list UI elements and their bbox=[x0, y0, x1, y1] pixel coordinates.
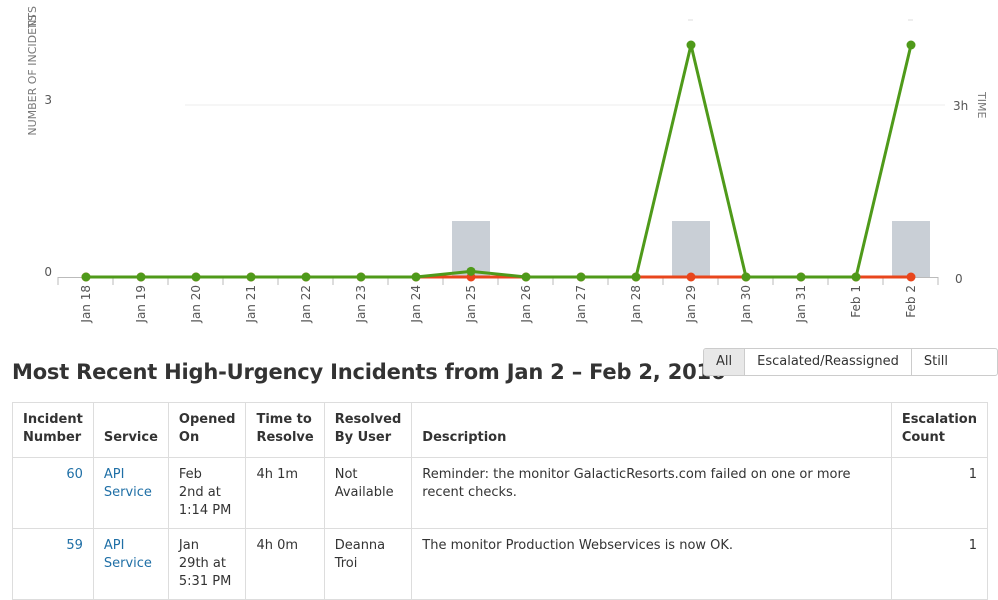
series-point bbox=[906, 40, 916, 50]
right-tick-label: 0 bbox=[955, 272, 963, 286]
series-point bbox=[686, 272, 696, 282]
ttr-cell: 4h 1m bbox=[245, 457, 325, 529]
series-point bbox=[301, 272, 311, 282]
x-tick-label: Jan 21 bbox=[244, 285, 258, 324]
description-cell: The monitor Production Webservices is no… bbox=[411, 528, 892, 600]
series-point bbox=[466, 266, 476, 276]
series-point bbox=[356, 272, 366, 282]
incidents-chart: Jan 18 Jan 19 Jan 20 Jan 21 Jan 22 Jan 23 Jan … bbox=[26, 6, 988, 324]
x-tick-label: Jan 30 bbox=[739, 285, 753, 324]
header-resolved-by[interactable]: Resolved By User bbox=[323, 402, 413, 458]
x-tick-label: Jan 24 bbox=[409, 285, 423, 324]
x-tick-label: Jan 20 bbox=[189, 285, 203, 324]
series-point bbox=[246, 272, 256, 282]
right-axis-label: TIME bbox=[975, 91, 988, 118]
series-point bbox=[521, 272, 531, 282]
incident-link[interactable]: 60 bbox=[66, 467, 83, 482]
service-link[interactable]: API Service bbox=[103, 467, 152, 500]
x-tick-label: Jan 28 bbox=[629, 285, 643, 324]
header-service[interactable]: Service bbox=[92, 402, 169, 458]
opened-cell: Feb 2nd at 1:14 PM bbox=[167, 457, 247, 529]
bar bbox=[672, 221, 710, 277]
x-tick-label: Jan 31 bbox=[794, 285, 808, 324]
table-row: 60 API Service Feb 2nd at 1:14 PM 4h 1m Not… bbox=[12, 457, 989, 529]
header-opened-on[interactable]: Opened On bbox=[167, 402, 247, 458]
incidents-table: Incident Number Service Opened On Time to R… bbox=[12, 402, 989, 600]
filter-segmented-control: All Escalated/Reassigned Still Open bbox=[703, 348, 998, 376]
ttr-cell: 4h 0m bbox=[245, 528, 325, 600]
series-point bbox=[191, 272, 201, 282]
filter-all-button[interactable]: All bbox=[704, 349, 745, 375]
x-tick-label: Jan 25 bbox=[464, 285, 478, 324]
header-description[interactable]: Description bbox=[411, 402, 892, 458]
series-point bbox=[631, 272, 641, 282]
x-tick-label: Feb 1 bbox=[849, 285, 863, 318]
escalation-cell: 1 bbox=[890, 528, 989, 600]
header-incident-number[interactable]: Incident Number bbox=[12, 402, 94, 458]
series-point bbox=[741, 272, 751, 282]
x-tick-label: Jan 29 bbox=[684, 285, 698, 324]
left-tick-label: 3 bbox=[44, 93, 52, 107]
service-cell[interactable]: API Service bbox=[92, 528, 169, 600]
table-header-row: Incident Number Service Opened On Time to R… bbox=[12, 402, 989, 458]
x-tick-label: Jan 19 bbox=[134, 285, 148, 324]
series-point bbox=[851, 272, 861, 282]
x-tick-label: Jan 23 bbox=[354, 285, 368, 324]
x-tick-label: Jan 22 bbox=[299, 285, 313, 324]
series-point bbox=[81, 272, 91, 282]
incident-link[interactable]: 59 bbox=[66, 538, 83, 553]
right-tick-label: 3h bbox=[953, 99, 968, 113]
service-link[interactable]: API Service bbox=[103, 538, 152, 571]
series-line bbox=[86, 43, 913, 279]
series-point bbox=[906, 272, 916, 282]
incident-number-cell[interactable]: 59 bbox=[12, 528, 94, 600]
x-tick-label: Jan 26 bbox=[519, 285, 533, 324]
page-title: Most Recent High-Urgency Incidents from … bbox=[12, 360, 726, 384]
header-escalation-count[interactable]: Escalation Count bbox=[890, 402, 989, 458]
left-tick-label: 0 bbox=[44, 265, 52, 279]
opened-cell: Jan 29th at 5:31 PM bbox=[167, 528, 247, 600]
axis-extra-label: TS bbox=[26, 14, 39, 29]
bar bbox=[892, 221, 930, 277]
series-point bbox=[411, 272, 421, 282]
filter-escalated-button[interactable]: Escalated/Reassigned bbox=[744, 349, 911, 375]
description-cell: Reminder: the monitor GalacticResorts.co… bbox=[411, 457, 892, 529]
x-tick-label: Jan 18 bbox=[79, 285, 93, 324]
x-tick-label: Feb 2 bbox=[904, 285, 918, 318]
header-time-to-resolve[interactable]: Time to Resolve bbox=[245, 402, 325, 458]
escalation-cell: 1 bbox=[890, 457, 989, 529]
table-row: 59 API Service Jan 29th at 5:31 PM 4h 0m De… bbox=[12, 528, 989, 600]
resolved-by-cell: Deanna Troi bbox=[323, 528, 413, 600]
x-tick-label: Jan 27 bbox=[574, 285, 588, 324]
service-cell[interactable]: API Service bbox=[92, 457, 169, 529]
series-point bbox=[796, 272, 806, 282]
series-point bbox=[576, 272, 586, 282]
filter-still-open-button[interactable]: Still Open bbox=[910, 349, 997, 375]
series-point bbox=[136, 272, 146, 282]
series-point bbox=[686, 40, 696, 50]
incident-number-cell[interactable]: 60 bbox=[12, 457, 94, 529]
left-axis-label: NUMBER OF INCIDENTS bbox=[26, 6, 39, 136]
resolved-by-cell: Not Available bbox=[323, 457, 413, 529]
